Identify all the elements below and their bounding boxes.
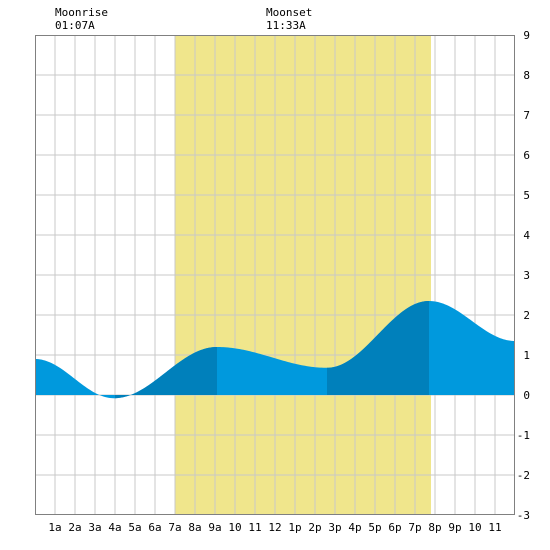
y-tick-labels: -3 -2 -1 0 1 2 3 4 5 6 7 8 9 bbox=[517, 29, 531, 522]
x-tick-label: 3p bbox=[328, 521, 341, 534]
moonset-label: Moonset 11:33A bbox=[266, 6, 312, 32]
x-tick-label: 7a bbox=[168, 521, 181, 534]
tide-area-dark bbox=[327, 301, 429, 395]
x-tick-label: 9a bbox=[208, 521, 221, 534]
x-tick-label: 6p bbox=[388, 521, 401, 534]
moonrise-label: Moonrise 01:07A bbox=[55, 6, 108, 32]
moonset-title: Moonset bbox=[266, 6, 313, 19]
x-tick-label: 3a bbox=[88, 521, 101, 534]
y-tick-label: 8 bbox=[523, 69, 530, 82]
x-tick-label: 4a bbox=[108, 521, 121, 534]
x-tick-label: 7p bbox=[408, 521, 421, 534]
y-tick-label: -2 bbox=[517, 469, 530, 482]
y-tick-label: 0 bbox=[523, 389, 530, 402]
x-tick-label: 5p bbox=[368, 521, 381, 534]
x-tick-label: 12 bbox=[268, 521, 281, 534]
y-tick-label: 4 bbox=[523, 229, 530, 242]
x-tick-label: 1a bbox=[48, 521, 61, 534]
x-tick-label: 4p bbox=[348, 521, 361, 534]
plot-frame bbox=[35, 35, 515, 515]
moonset-time: 11:33A bbox=[266, 19, 306, 32]
x-tick-label: 2p bbox=[308, 521, 321, 534]
x-tick-label: 1p bbox=[288, 521, 301, 534]
y-tick-label: 6 bbox=[523, 149, 530, 162]
y-tick-label: 5 bbox=[523, 189, 530, 202]
x-tick-label: 6a bbox=[148, 521, 161, 534]
x-tick-label: 2a bbox=[68, 521, 81, 534]
y-tick-label: 3 bbox=[523, 269, 530, 282]
grid-layer bbox=[35, 35, 515, 515]
y-tick-label: 7 bbox=[523, 109, 530, 122]
y-tick-label: -1 bbox=[517, 429, 530, 442]
x-tick-label: 10 bbox=[468, 521, 481, 534]
moonrise-title: Moonrise bbox=[55, 6, 108, 19]
x-tick-labels: 1a 2a 3a 4a 5a 6a 7a 8a 9a 10 11 12 1p 2p 3p 4p 5p 6p 7p 8p… bbox=[48, 521, 501, 534]
y-tick-label: 1 bbox=[523, 349, 530, 362]
moonrise-time: 01:07A bbox=[55, 19, 95, 32]
y-tick-label: 9 bbox=[523, 29, 530, 42]
x-tick-label: 8a bbox=[188, 521, 201, 534]
x-tick-label: 11 bbox=[488, 521, 501, 534]
x-tick-label: 9p bbox=[448, 521, 461, 534]
tide-area-dark bbox=[115, 347, 217, 399]
x-tick-label: 8p bbox=[428, 521, 441, 534]
plot-frame-layer bbox=[35, 35, 515, 515]
tide-area-layer bbox=[35, 301, 515, 399]
x-tick-label: 5a bbox=[128, 521, 141, 534]
y-tick-label: 2 bbox=[523, 309, 530, 322]
x-tick-label: 11 bbox=[248, 521, 261, 534]
x-tick-label: 10 bbox=[228, 521, 241, 534]
y-tick-label: -3 bbox=[517, 509, 530, 522]
